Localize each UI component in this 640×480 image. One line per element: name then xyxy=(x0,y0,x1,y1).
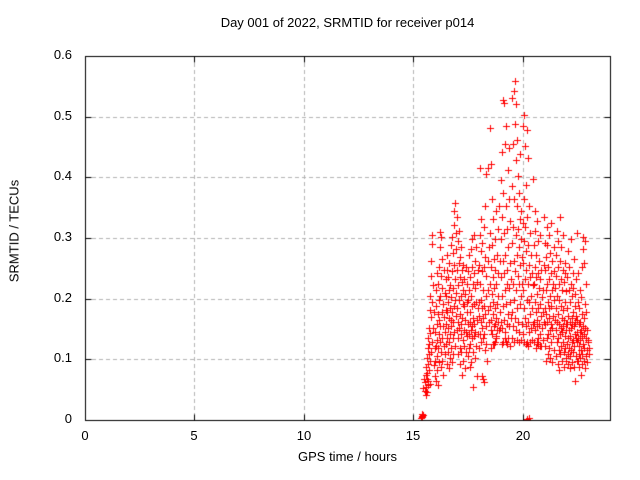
x-tick-label: 0 xyxy=(81,428,89,443)
x-tick-label: 15 xyxy=(405,428,421,443)
y-tick-label: 0.4 xyxy=(53,168,72,183)
y-tick-label: 0 xyxy=(64,411,72,426)
x-tick-label: 5 xyxy=(190,428,198,443)
y-tick-label: 0.5 xyxy=(53,108,72,123)
chart-title: Day 001 of 2022, SRMTID for receiver p01… xyxy=(220,15,475,30)
y-tick-label: 0.3 xyxy=(53,229,72,244)
y-tick-label: 0.2 xyxy=(53,290,72,305)
x-tick-label: 20 xyxy=(515,428,531,443)
x-tick-label: 10 xyxy=(296,428,312,443)
y-tick-label: 0.1 xyxy=(53,350,72,365)
y-tick-label: 0.6 xyxy=(53,47,72,62)
x-axis-label: GPS time / hours xyxy=(298,449,397,464)
y-axis-label: SRMTID / TECUs xyxy=(6,179,22,283)
